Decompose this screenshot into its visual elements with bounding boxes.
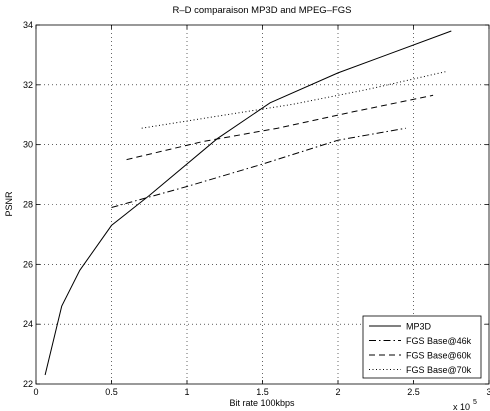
legend-label: FGS Base@70k (406, 365, 472, 375)
chart-title: R–D comparaison MP3D and MPEG–FGS (173, 5, 352, 16)
x-tick-label: 2.5 (407, 387, 420, 397)
y-tick-label: 34 (23, 20, 33, 30)
series-line-1 (44, 30, 452, 376)
x-tick-label: 3 (486, 387, 490, 397)
x-tick-label: 1 (184, 387, 189, 397)
x-axis-label: Bit rate 100kbps (229, 398, 295, 408)
y-axis-label: PSNR (4, 191, 14, 217)
x-tick-label: 2 (335, 387, 340, 397)
x-tick-label: 1.5 (256, 387, 269, 397)
y-tick-label: 22 (23, 379, 33, 389)
legend-label: MP3D (406, 322, 432, 332)
x-exponent-label: x 10 (453, 402, 470, 411)
y-tick-label: 28 (23, 200, 33, 210)
y-tick-label: 30 (23, 140, 33, 150)
axis-ticks: 0 0.5 1 1.5 2 2.5 3 22 24 26 28 30 32 34 (23, 20, 490, 397)
legend-label: FGS Base@60k (406, 351, 472, 361)
y-tick-label: 26 (23, 259, 33, 269)
x-tick-label: 0 (33, 387, 38, 397)
x-exponent-power: 5 (473, 399, 477, 406)
series-layer (44, 30, 452, 376)
legend-label: FGS Base@46k (406, 336, 472, 346)
series-line-3 (126, 94, 434, 161)
y-tick-label: 24 (23, 319, 33, 329)
x-tick-label: 0.5 (105, 387, 118, 397)
legend: MP3D FGS Base@46k FGS Base@60k FGS Base@70k (362, 315, 482, 379)
y-tick-label: 32 (23, 80, 33, 90)
